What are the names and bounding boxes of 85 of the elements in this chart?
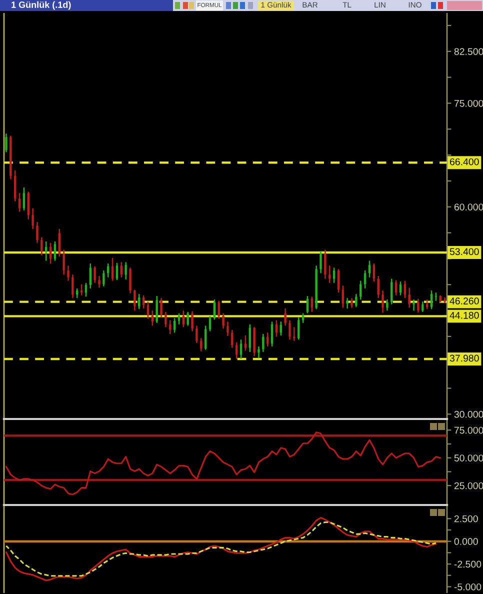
- candlestick: [54, 240, 56, 262]
- candlestick: [346, 297, 348, 310]
- candlestick: [156, 295, 158, 324]
- candlestick: [240, 338, 242, 360]
- candlestick: [288, 320, 291, 340]
- candlestick: [124, 262, 127, 280]
- candlestick: [40, 236, 43, 256]
- candlestick: [222, 312, 224, 330]
- candlestick: [226, 320, 229, 337]
- y-tick-label: -2.500: [454, 560, 482, 568]
- candlestick: [58, 228, 60, 258]
- candlestick: [208, 315, 212, 332]
- candlestick: [98, 275, 100, 288]
- candlestick: [196, 325, 198, 344]
- candlestick: [350, 297, 353, 308]
- candlestick: [134, 289, 136, 312]
- ref-line-label: 46.260: [450, 298, 479, 304]
- candlestick: [377, 275, 380, 299]
- y-tick-label: -5.000: [454, 583, 482, 590]
- candlestick: [244, 334, 247, 352]
- candlestick: [191, 310, 194, 332]
- candlestick: [258, 346, 260, 359]
- ref-line-label: 53.400: [450, 248, 479, 256]
- candlestick: [213, 298, 216, 320]
- candlestick: [430, 290, 433, 310]
- candlestick: [231, 329, 234, 348]
- candlestick: [84, 282, 88, 298]
- candlestick: [173, 317, 176, 334]
- candlestick: [5, 132, 8, 153]
- candlestick: [280, 320, 282, 336]
- candlestick: [32, 208, 34, 230]
- candlestick: [89, 262, 92, 290]
- candlestick: [355, 293, 358, 308]
- candlestick: [72, 274, 74, 299]
- candlestick: [182, 310, 185, 328]
- candlestick: [164, 311, 167, 328]
- y-tick-label: 75.000: [454, 100, 483, 107]
- candlestick: [417, 298, 420, 314]
- candlestick: [284, 308, 286, 326]
- candlestick: [146, 300, 150, 320]
- y-tick-label: 2.500: [454, 515, 478, 522]
- candlestick: [120, 262, 122, 278]
- candlestick: [218, 300, 220, 320]
- candlestick: [248, 324, 251, 353]
- candlestick: [408, 287, 410, 308]
- y-tick-label: 30.000: [454, 410, 483, 418]
- candlestick: [337, 268, 340, 294]
- candlestick: [204, 325, 207, 351]
- candlestick: [116, 262, 118, 281]
- candlestick: [160, 297, 162, 318]
- candlestick: [297, 316, 300, 340]
- candlestick: [27, 191, 30, 220]
- candlestick: [412, 298, 415, 312]
- candlestick: [178, 312, 180, 325]
- candlestick: [138, 293, 140, 310]
- candlestick: [262, 333, 264, 353]
- candlestick: [390, 278, 393, 305]
- candlestick: [324, 249, 326, 280]
- candlestick: [186, 311, 189, 326]
- candlestick: [169, 320, 172, 335]
- candlestick: [129, 267, 132, 294]
- candlestick: [142, 294, 145, 310]
- y-tick-label: 82.500: [454, 48, 483, 56]
- candlestick: [306, 295, 309, 314]
- chart-title: 1 Günlük (.1d): [12, 1, 71, 10]
- candlestick: [36, 221, 38, 244]
- candlestick: [62, 249, 65, 276]
- candlestick: [102, 270, 105, 287]
- candlestick: [386, 298, 388, 312]
- candlestick: [320, 250, 322, 274]
- y-tick-label: 75.000: [454, 426, 483, 434]
- y-tick-label: 60.000: [454, 204, 483, 210]
- candlestick: [364, 270, 366, 290]
- ref-line-label: 66.400: [450, 158, 479, 166]
- y-tick-label: 25.000: [454, 482, 483, 490]
- candlestick: [394, 279, 398, 296]
- ref-line-label: 37.980: [450, 354, 479, 362]
- candlestick: [382, 290, 384, 314]
- candlestick: [94, 266, 96, 284]
- candlestick: [67, 264, 70, 282]
- y-tick-label: 50.000: [454, 454, 483, 462]
- line-series: [5, 432, 442, 496]
- candlestick: [200, 338, 202, 352]
- ref-line-label: 44.180: [450, 312, 479, 319]
- y-tick-label: 0.000: [454, 538, 478, 545]
